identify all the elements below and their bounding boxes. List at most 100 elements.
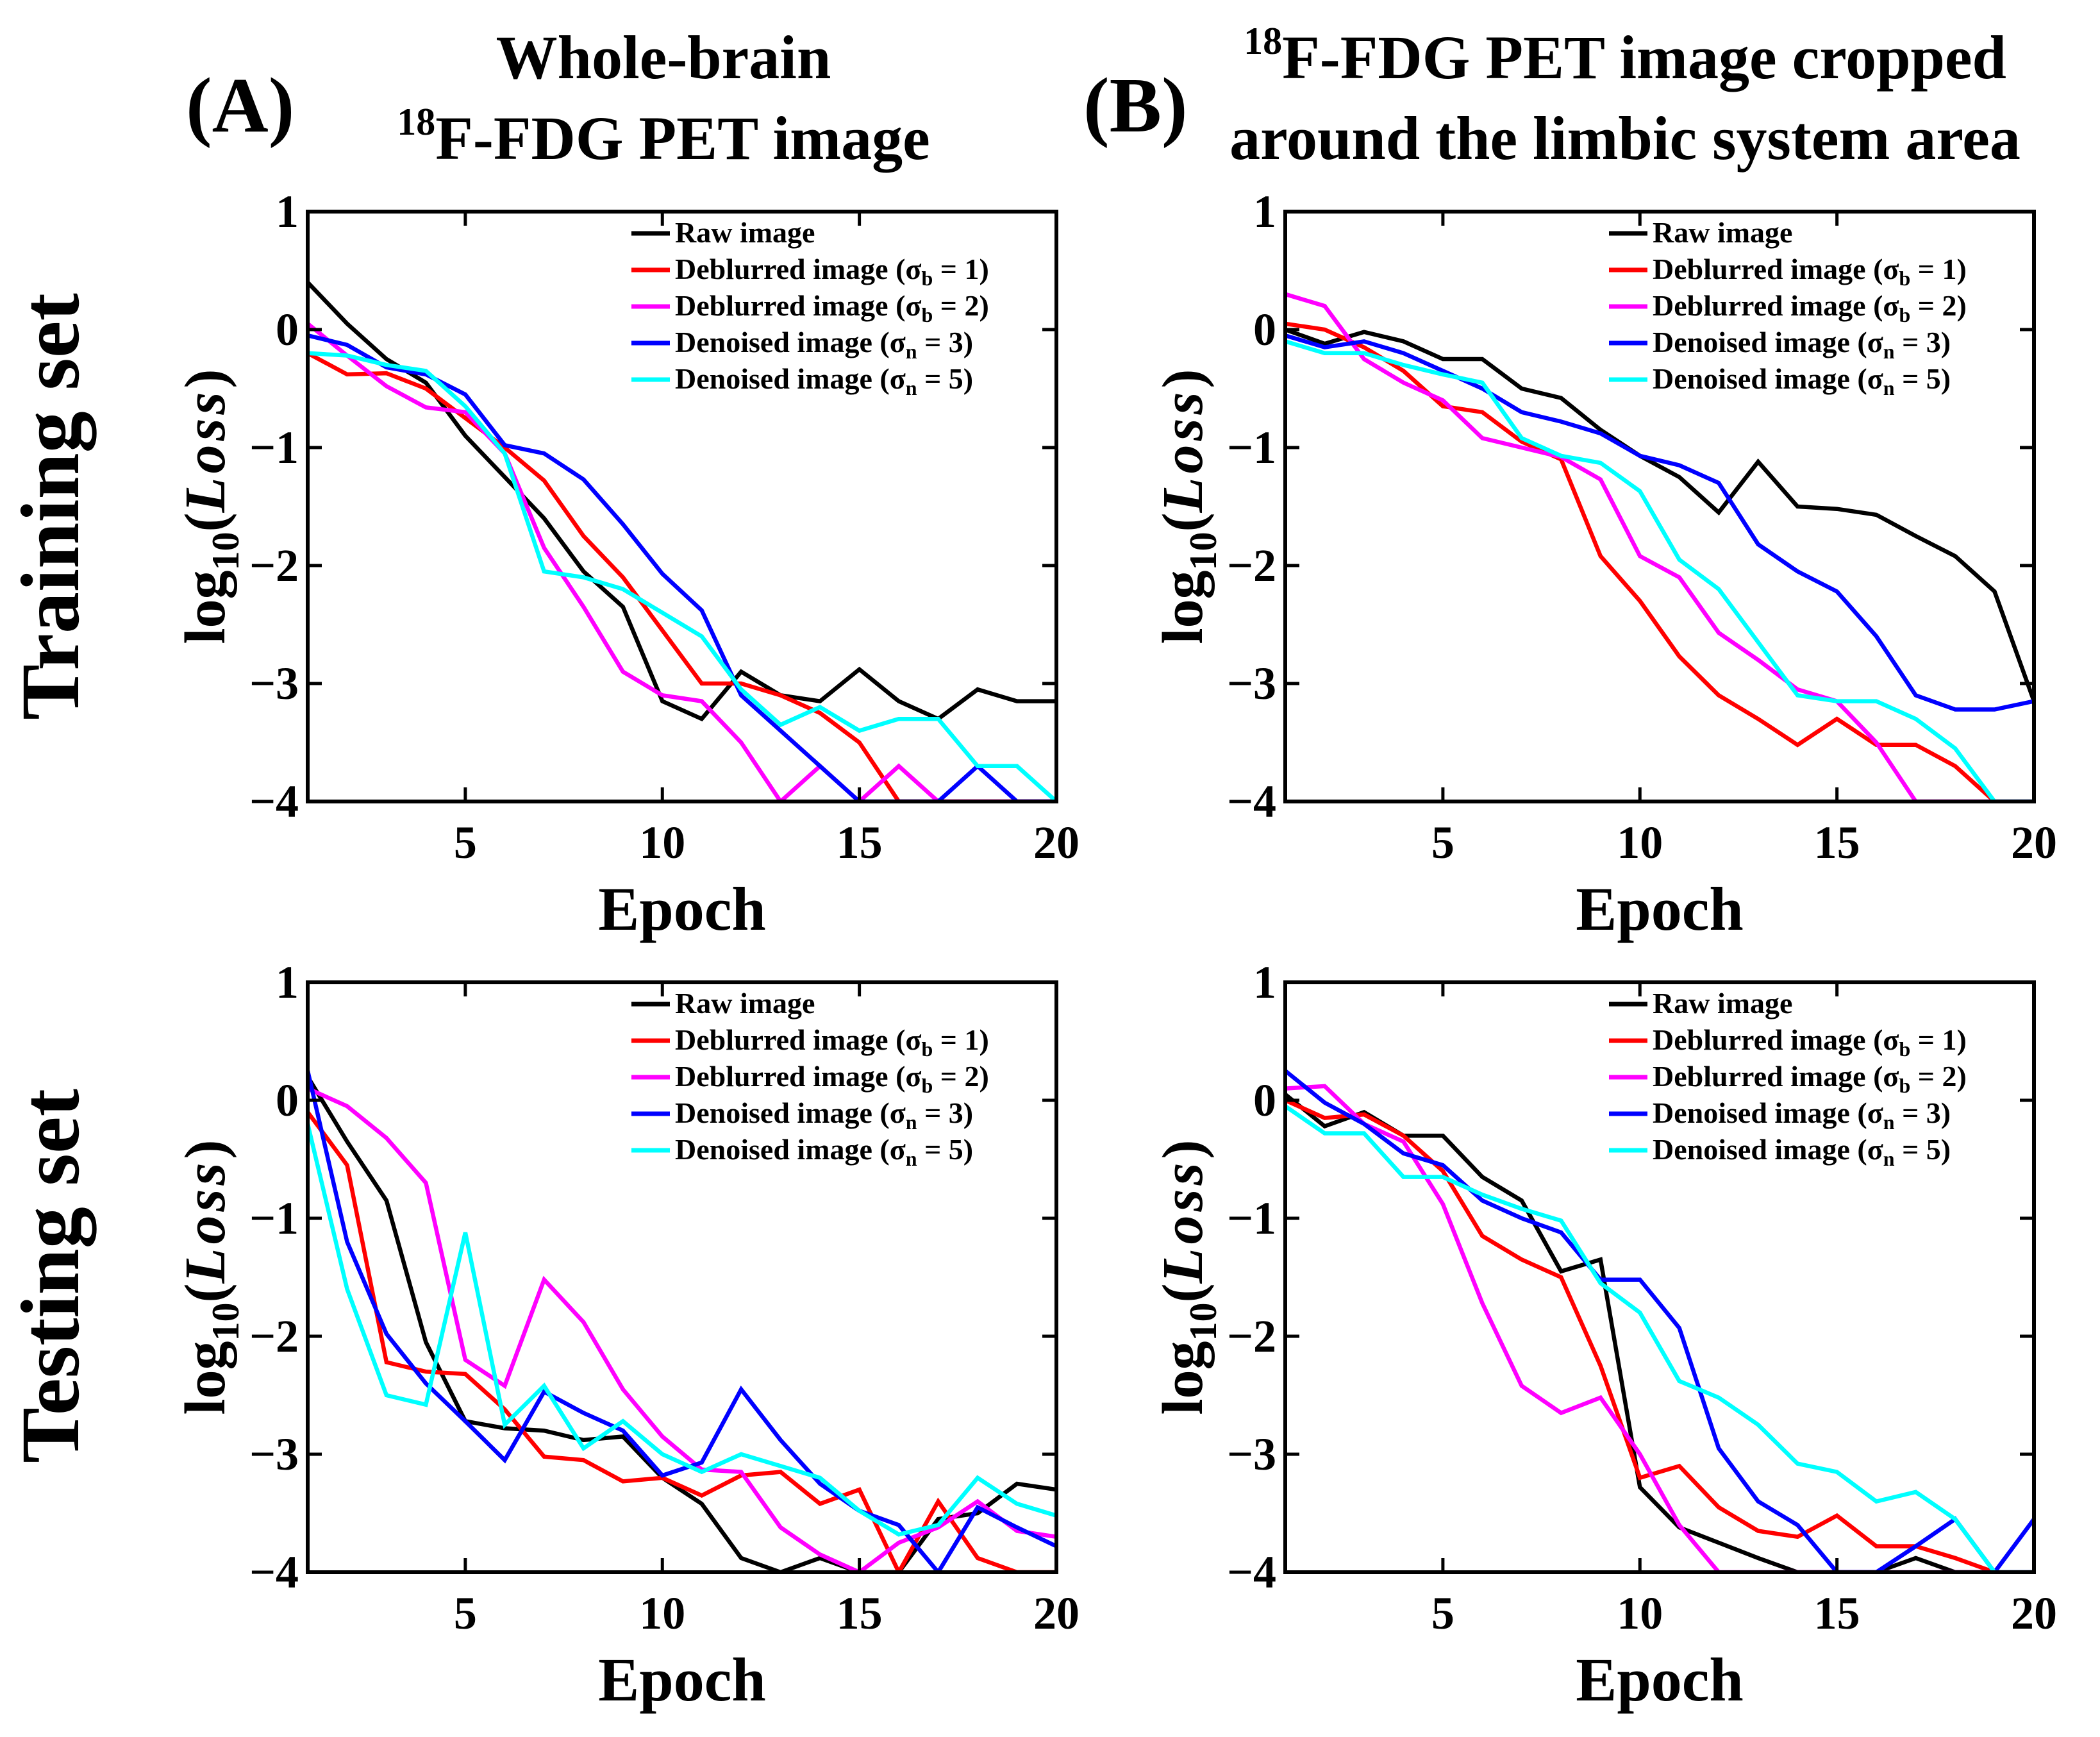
column-a-superscript: 18 [397,101,435,143]
series-line-1 [1285,1093,2034,1572]
y-tick-label: −2 [249,540,299,591]
x-tick-label: 20 [1033,817,1079,868]
series-line-4 [308,1070,1056,1572]
legend-label: Raw image [1653,987,1792,1020]
plot-frame [306,980,1058,1574]
series-group [308,281,1056,801]
x-tick-label: 15 [1814,817,1860,868]
series-line-2 [1285,1098,2034,1572]
series-line-1 [1285,327,2034,702]
y-tick-label: −1 [249,1193,299,1244]
y-tick-label: 0 [1253,1075,1276,1126]
legend-label: Denoised image (σn = 3) [1653,326,1951,363]
series-line-5 [1285,1104,2034,1572]
y-tick-label: −4 [249,776,299,827]
y-tick-label: −1 [1227,422,1276,473]
column-b-title-text: F-FDG PET image cropped [1282,23,2006,92]
series-line-5 [1285,339,2034,801]
y-tick-label: 1 [276,186,299,237]
series-group [1285,292,2034,801]
x-tick-label: 20 [2011,1588,2057,1639]
y-tick-label: 0 [1253,304,1276,355]
y-tick-label: 1 [1253,957,1276,1008]
y-axis-label: log10(Loss) [1151,1139,1224,1414]
x-tick-label: 20 [2011,817,2057,868]
y-tick-label: −3 [1227,658,1276,709]
y-tick-label: −4 [249,1547,299,1598]
legend-label: Deblurred image (σb = 2) [1653,289,1967,326]
plot-frame [306,210,1058,803]
y-tick-label: −2 [1227,540,1276,591]
column-a-title-text: F-FDG PET image [435,104,929,172]
column-a-title-line2: 18F-FDG PET image [397,101,929,172]
y-tick-label: 0 [276,1075,299,1126]
y-tick-label: −1 [1227,1193,1276,1244]
legend-label: Deblurred image (σb = 2) [675,1060,989,1097]
legend-label: Deblurred image (σb = 1) [1653,253,1967,290]
y-tick-label: −2 [1227,1311,1276,1362]
x-tick-label: 5 [454,1588,477,1639]
x-axis-label: Epoch [1576,1645,1743,1714]
series-line-3 [1285,1084,2034,1572]
legend-label: Denoised image (σn = 3) [1653,1096,1951,1134]
column-a-title-line1: Whole-brain [496,23,831,92]
y-tick-label: −3 [249,658,299,709]
series-line-3 [308,1086,1056,1572]
y-tick-label: 0 [276,304,299,355]
series-line-2 [308,351,1056,801]
x-tick-label: 10 [1617,817,1663,868]
legend-label: Raw image [675,216,815,249]
legend-label: Denoised image (σn = 5) [1653,362,1951,399]
x-axis-label: Epoch [1576,875,1743,943]
x-tick-label: 10 [639,1588,685,1639]
plot-frame [1283,210,2036,803]
legend-label: Deblurred image (σb = 2) [1653,1060,1967,1097]
legend-label: Raw image [675,987,815,1020]
legend-label: Denoised image (σn = 3) [675,1096,973,1134]
panel-label-a: (A) [186,62,294,149]
series-line-4 [1285,1069,2034,1572]
plot-frame [1283,980,2036,1574]
y-axis-label: log10(Loss) [174,369,247,644]
y-tick-label: −3 [1227,1429,1276,1480]
series-line-5 [308,1123,1056,1537]
y-tick-label: −2 [249,1311,299,1362]
legend-label: Raw image [1653,216,1792,249]
column-b-superscript: 18 [1244,20,1282,62]
x-tick-label: 5 [1431,1588,1454,1639]
y-tick-label: −3 [249,1429,299,1480]
x-tick-label: 10 [1617,1588,1663,1639]
legend-label: Denoised image (σn = 5) [1653,1133,1951,1170]
series-group [308,1070,1056,1572]
series-line-2 [1285,321,2034,801]
column-b-title-line2: around the limbic system area [1229,104,2021,172]
series-line-2 [308,1111,1056,1572]
column-b-title-line1: 18F-FDG PET image cropped [1244,20,2006,92]
series-line-3 [1285,292,2034,801]
y-tick-label: −1 [249,422,299,473]
series-line-3 [308,322,1056,801]
y-axis-label: log10(Loss) [174,1139,247,1414]
series-group [1285,1069,2034,1572]
x-tick-label: 15 [837,1588,883,1639]
x-tick-label: 5 [454,817,477,868]
legend-label: Denoised image (σn = 3) [675,326,973,363]
legend: Raw image Deblurred image (σb = 1)Deblurr… [1609,216,1967,399]
x-tick-label: 15 [837,817,883,868]
y-tick-label: −4 [1227,1547,1276,1598]
legend-label: Deblurred image (σb = 1) [675,1023,989,1061]
row-label-training: Training set [4,293,97,720]
legend-label: Denoised image (σn = 5) [675,1133,973,1170]
legend-label: Deblurred image (σb = 1) [675,253,989,290]
y-tick-label: 1 [276,957,299,1008]
series-line-4 [1285,333,2034,712]
